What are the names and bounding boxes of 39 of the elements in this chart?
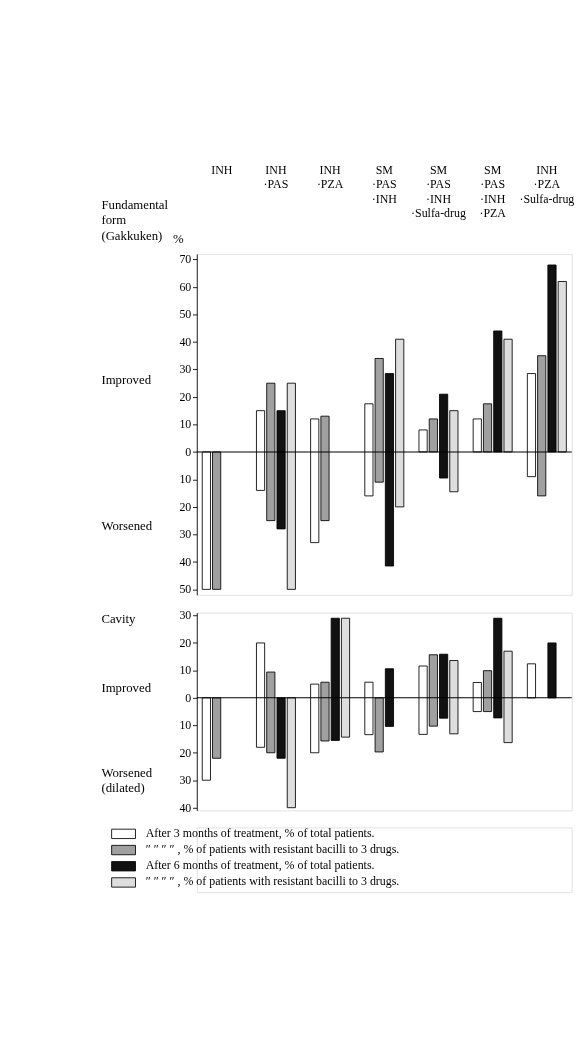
y-tick-label: 40 — [179, 800, 192, 815]
y-tick-label: 0 — [185, 690, 192, 705]
x-tick-label: INH·PAS — [263, 162, 289, 192]
y-tick-label: 70 — [179, 252, 192, 267]
y-tick-label: 40 — [179, 334, 192, 349]
y-tick-label: 20 — [179, 635, 192, 650]
y-tick-label: 40 — [179, 554, 192, 569]
text: Improved — [101, 681, 152, 696]
x-tick-label: INH·PZA·Sulfa-drug — [519, 162, 575, 206]
y-tick-label: 30 — [179, 362, 192, 377]
legend-label: After 3 months of treatment, % of total patients. — [145, 825, 375, 840]
text: Worsened (dilated) — [101, 766, 153, 796]
y-tick-label: 30 — [179, 527, 192, 542]
x-tick-label: SM·PAS·INH — [371, 162, 398, 206]
y-tick-label: 50 — [179, 307, 192, 322]
y-tick-label: 30 — [179, 608, 192, 623]
x-tick-label: INH — [211, 162, 233, 177]
text: Improved — [101, 372, 152, 387]
x-tick-label: INH·PZA — [316, 162, 344, 192]
x-tick-label: SM·PAS·INH·PZA — [479, 162, 507, 221]
y-tick-label: 20 — [179, 499, 192, 514]
y-tick-label: 20 — [179, 745, 192, 760]
legend-label: ″ ″ ″ ″ , % of patients with resistant bacilli to 3 drugs. — [145, 842, 400, 857]
legend-label: After 6 months of treatment, % of total patients. — [145, 858, 375, 873]
y-tick-label: 10 — [179, 417, 192, 432]
text: Worsened — [101, 519, 153, 534]
x-tick-label: SM·PAS·INH·Sulfa-drug — [411, 162, 466, 221]
y-tick-label: 30 — [179, 773, 192, 788]
y-axis-title: % — [172, 231, 184, 246]
chart-title: Cavity — [101, 611, 137, 626]
y-tick-label: 0 — [185, 444, 192, 459]
y-tick-label: 10 — [179, 663, 192, 678]
y-tick-label: 50 — [179, 582, 192, 597]
y-tick-label: 10 — [179, 718, 192, 733]
y-tick-label: 60 — [179, 279, 192, 294]
chart-title: Fundamental form (Gakkuken) — [101, 197, 169, 243]
legend-label: ″ ″ ″ ″ , % of patients with resistant bacilli to 3 drugs. — [145, 874, 400, 889]
y-tick-label: 10 — [179, 472, 192, 487]
y-tick-label: 20 — [179, 389, 192, 404]
